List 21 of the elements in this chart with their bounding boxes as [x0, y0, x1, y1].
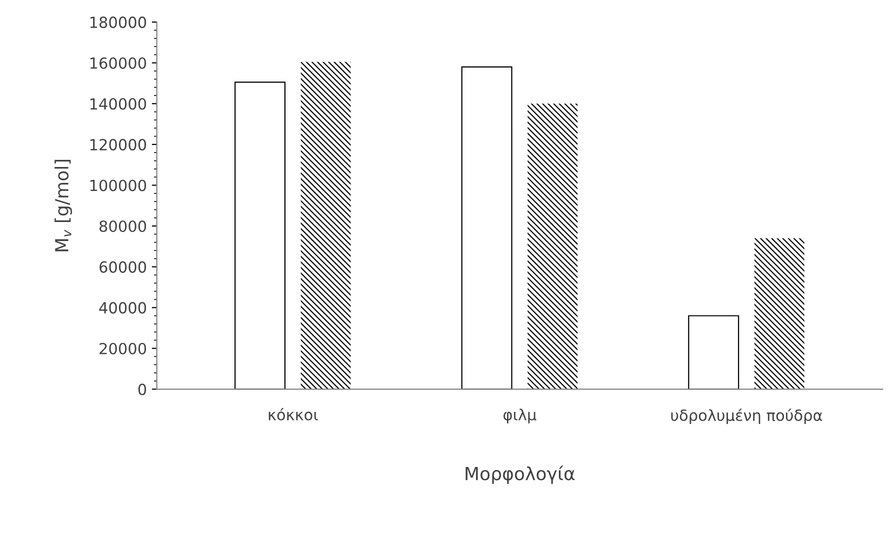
bar	[234, 82, 286, 390]
y-tick-label: 80000	[100, 220, 146, 232]
y-tick-label: 140000	[90, 98, 146, 110]
x-tick-label: φιλμ	[504, 408, 536, 424]
y-tick-label: 0	[138, 384, 146, 396]
bar	[461, 66, 512, 390]
y-tick-label: 100000	[90, 180, 146, 192]
y-tick-label: 20000	[100, 342, 146, 354]
y-tick-label: 180000	[90, 16, 146, 28]
bar	[754, 238, 804, 390]
y-tick-label: 40000	[99, 302, 146, 314]
x-axis-title: Μορφολογία	[466, 466, 575, 484]
bar	[688, 315, 740, 390]
bar	[300, 62, 351, 390]
bar	[528, 104, 578, 390]
x-tick-label: κόκκοι	[268, 408, 318, 420]
y-axis-title: M$_{v}$ [g/mol]	[54, 160, 72, 252]
y-tick-label: 120000	[90, 138, 146, 150]
y-tick-label: 160000	[90, 57, 146, 69]
x-tick-label: υδρολυμένη πούδρα	[671, 408, 822, 424]
y-tick-label: 60000	[100, 261, 146, 273]
